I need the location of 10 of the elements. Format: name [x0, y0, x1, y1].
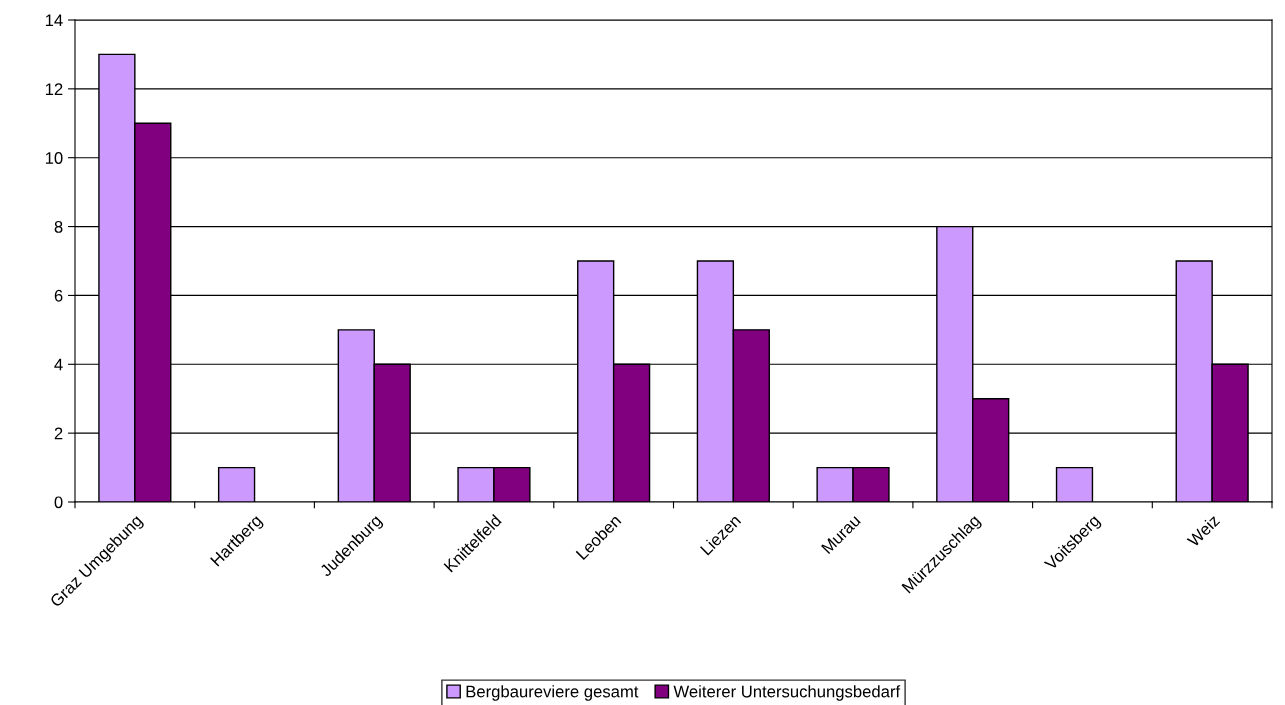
- legend-label: Bergbaureviere gesamt: [466, 685, 639, 701]
- y-tick-label: 6: [54, 289, 63, 302]
- legend-label: Weiterer Untersuchungsbedarf: [673, 685, 901, 701]
- y-tick-label: 0: [54, 496, 63, 509]
- y-tick-label: 10: [45, 152, 63, 164]
- y-tick-label: 4: [54, 358, 63, 371]
- y-tick-label: 2: [54, 427, 63, 440]
- y-tick-label: 8: [54, 220, 63, 233]
- y-tick-label: 14: [45, 14, 63, 27]
- y-tick-label: 12: [45, 83, 63, 95]
